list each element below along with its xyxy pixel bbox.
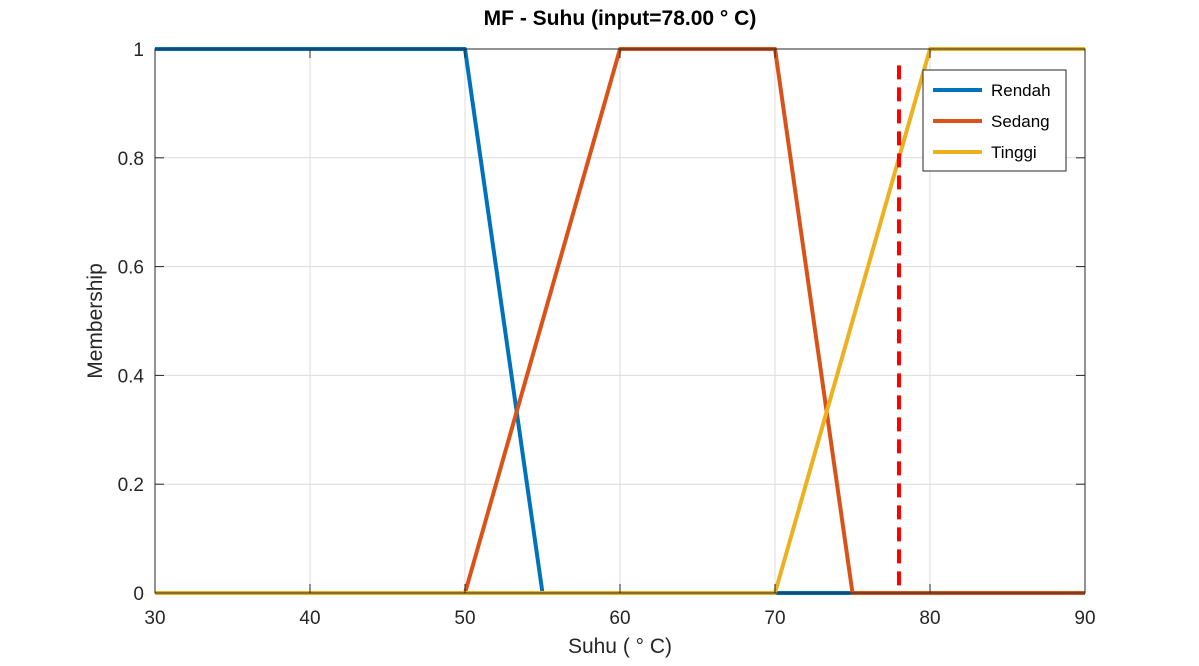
y-tick-label: 1 [133,40,144,61]
x-tick-label: 50 [454,608,475,629]
legend-label-tinggi: Tinggi [991,143,1037,162]
y-tick-label: 0 [133,584,144,605]
x-tick-label: 80 [919,608,940,629]
y-tick-label: 0.4 [118,366,145,387]
legend-label-rendah: Rendah [991,81,1051,100]
y-tick-label: 0.2 [118,475,144,496]
x-tick-label: 40 [299,608,320,629]
y-axis-label: Membership [84,263,107,379]
x-tick-label: 90 [1074,608,1095,629]
x-axis-label: Suhu ( ° C) [568,635,672,658]
y-tick-labels: 0 0.2 0.4 0.6 0.8 1 [118,40,145,605]
legend: Rendah Sedang Tinggi [922,69,1067,172]
x-tick-labels: 30 40 50 60 70 80 90 [144,608,1095,629]
y-tick-label: 0.6 [118,258,144,279]
axis-ticks [154,48,1086,594]
chart-title: MF - Suhu (input=78.00 ° C) [484,7,757,30]
legend-label-sedang: Sedang [991,112,1050,131]
x-tick-label: 70 [764,608,785,629]
y-tick-label: 0.8 [118,149,144,170]
x-tick-label: 60 [609,608,630,629]
x-tick-label: 30 [144,608,165,629]
